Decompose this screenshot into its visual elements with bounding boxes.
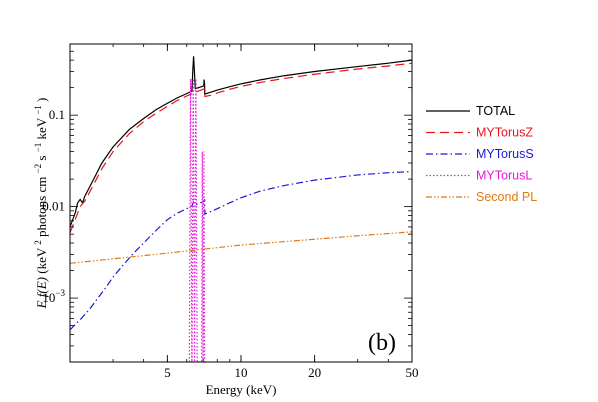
series-line-second-pl (70, 231, 412, 264)
x-tick-label: 50 (406, 365, 419, 380)
y-tick-label: 10−3 (42, 288, 65, 305)
y-label-sup4: −1 (33, 105, 43, 115)
y-axis: 10−3 0.01 0.1 (42, 50, 412, 363)
series-layer (70, 56, 412, 362)
plot-frame (69, 43, 413, 363)
x-tick-label: 10 (235, 365, 248, 380)
x-axis-label: Energy (keV) (206, 382, 277, 397)
legend: TOTAL MYTorusZ MYTorusS MYTorusL Second PL (426, 104, 537, 204)
x-tick-label: 5 (164, 365, 171, 380)
x-axis: 5 10 20 50 (69, 44, 419, 380)
legend-label: MYTorusS (476, 147, 534, 161)
series-line-total (70, 56, 412, 228)
y-label-mid2: s (34, 156, 49, 161)
series-line-mytorusz (70, 62, 412, 233)
y-label-sup2: −2 (33, 164, 43, 174)
y-label-sup1: 2 (33, 240, 43, 245)
y-tick-label: 0.01 (42, 199, 65, 214)
y-label-prefix: E (34, 300, 49, 309)
legend-label: Second PL (476, 190, 537, 204)
y-label-mid: photons cm (34, 177, 49, 237)
series-line-mytorusl (188, 78, 206, 362)
series-line-mytoruss (70, 170, 412, 331)
y-label-sup3: −1 (33, 143, 43, 153)
y-tick-label: 0.1 (49, 107, 65, 122)
legend-label: TOTAL (476, 104, 515, 118)
x-tick-label: 20 (308, 365, 321, 380)
y-axis-label: E f(E) (keV 2 photons cm −2 s −1 keV −1 … (29, 98, 49, 310)
legend-label: MYTorusL (476, 169, 532, 183)
y-label-func: f(E) (34, 277, 49, 297)
legend-label: MYTorusZ (476, 126, 533, 140)
y-label-end: ) (34, 98, 49, 102)
y-label-mid3: keV (34, 117, 49, 139)
panel-label: (b) (368, 330, 396, 356)
y-label-rest: (keV (34, 247, 49, 274)
